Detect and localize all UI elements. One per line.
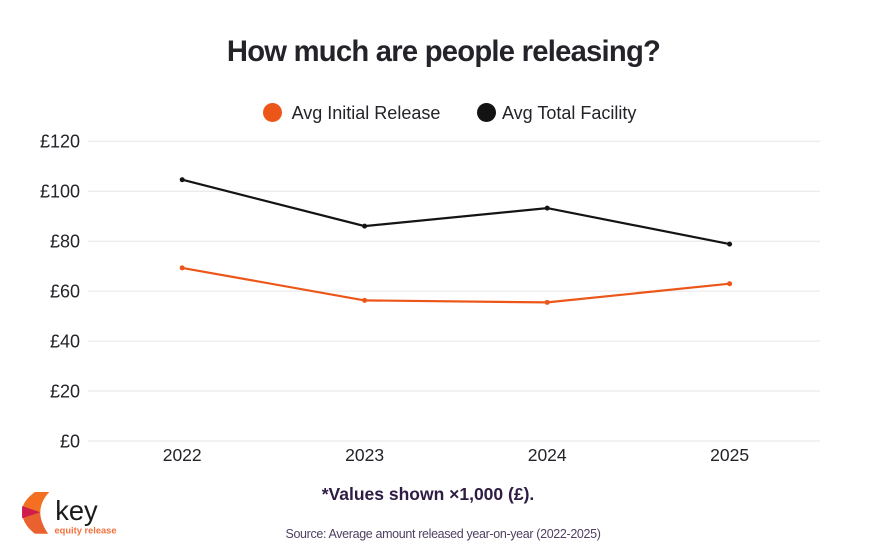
svg-text:equity release: equity release [55,525,117,535]
svg-text:2025: 2025 [710,445,749,465]
svg-text:£120: £120 [40,132,80,152]
svg-text:£20: £20 [50,381,80,401]
svg-text:£40: £40 [50,331,80,351]
svg-text:key: key [55,495,98,526]
svg-text:2022: 2022 [163,445,202,465]
svg-text:£80: £80 [50,232,80,252]
svg-text:2023: 2023 [345,445,384,465]
svg-text:£100: £100 [40,182,80,202]
svg-text:£0: £0 [60,431,80,451]
svg-text:£60: £60 [50,281,80,301]
svg-text:2024: 2024 [528,445,567,465]
